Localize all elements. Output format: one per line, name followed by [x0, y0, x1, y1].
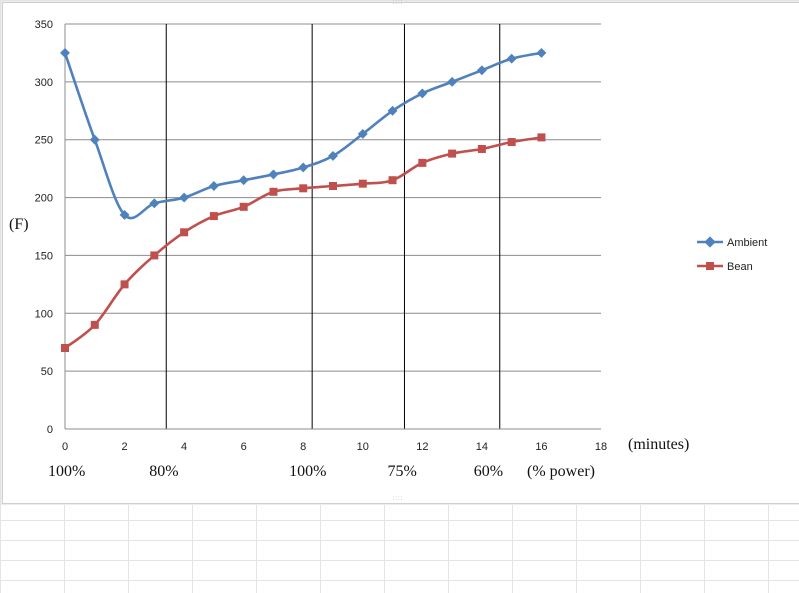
y-tick-label: 100	[35, 308, 53, 320]
data-point-bean	[418, 158, 427, 167]
data-point-bean	[448, 149, 457, 158]
data-point-bean	[209, 212, 218, 221]
series-line-ambient	[63, 51, 542, 220]
legend-label-ambient: Ambient	[727, 237, 767, 249]
x-tick-label: 8	[300, 441, 306, 453]
data-point-bean	[329, 182, 337, 190]
data-point-bean	[537, 133, 546, 142]
legend: Ambient Bean	[697, 236, 767, 273]
data-point-ambient	[357, 128, 368, 139]
power-phase-lines	[165, 24, 501, 429]
data-point-ambient	[447, 76, 458, 87]
x-tick-label: 6	[241, 441, 247, 453]
data-point-bean	[239, 202, 248, 211]
y-tick-label: 300	[35, 77, 53, 89]
x-tick-label: 4	[181, 441, 187, 453]
data-point-bean	[120, 280, 129, 289]
data-point-ambient	[179, 192, 190, 203]
chart-object[interactable]	[2, 2, 799, 504]
x-tick-label: 2	[121, 441, 127, 453]
legend-marker-bean	[706, 262, 714, 270]
axes: 0 50 100 150 200 250 300 350 0 2 4 6 8 10 12 14 16 18	[35, 19, 607, 453]
data-point-ambient	[268, 169, 279, 180]
power-label: 75%	[387, 463, 416, 480]
chart-resize-handle-top[interactable]: ::::	[392, 0, 404, 6]
data-point-bean	[90, 320, 99, 329]
data-point-bean	[180, 228, 189, 237]
y-tick-label: 150	[35, 250, 53, 262]
y-axis-label: (F)	[9, 216, 29, 233]
data-point-ambient	[149, 198, 160, 209]
x-tick-label: 0	[62, 441, 68, 453]
x-tick-label: 12	[416, 441, 428, 453]
x-tick-label: 14	[476, 441, 488, 453]
y-tick-label: 0	[47, 424, 53, 436]
legend-entry-bean: Bean	[697, 261, 753, 273]
power-label: 100%	[289, 463, 326, 480]
chart-resize-handle-bottom[interactable]: ::::	[392, 496, 404, 502]
data-point-ambient	[506, 53, 517, 64]
data-point-bean	[358, 179, 367, 188]
data-point-ambient	[60, 47, 70, 58]
legend-entry-ambient: Ambient	[697, 236, 767, 249]
chart-labels: (F) (minutes) (% power) 100% 80% 100% 75% 60…	[9, 216, 689, 480]
y-tick-label: 250	[35, 135, 53, 147]
data-point-ambient	[119, 209, 130, 220]
data-point-bean	[150, 251, 159, 260]
x-axis-label: (minutes)	[628, 436, 689, 453]
power-label: 80%	[149, 463, 178, 480]
gridlines	[65, 23, 601, 430]
y-tick-label: 350	[35, 19, 53, 31]
data-point-ambient	[476, 65, 487, 76]
data-point-bean	[477, 144, 486, 153]
data-point-ambient	[417, 88, 428, 99]
legend-label-bean: Bean	[727, 261, 753, 273]
data-point-bean	[299, 184, 308, 193]
data-point-bean	[507, 138, 516, 147]
power-label: 60%	[474, 463, 503, 480]
data-point-ambient	[328, 150, 338, 161]
data-point-bean	[388, 176, 397, 185]
data-point-bean	[269, 187, 278, 196]
x-tick-label: 18	[595, 441, 607, 453]
x-tick-label: 10	[357, 441, 369, 453]
power-axis-label: (% power)	[527, 463, 595, 480]
data-point-bean	[61, 344, 69, 352]
power-label: 100%	[48, 463, 85, 480]
data-point-ambient	[208, 181, 219, 191]
data-point-ambient	[536, 47, 547, 58]
x-tick-label: 16	[535, 441, 547, 453]
y-tick-label: 200	[35, 193, 53, 205]
data-series	[60, 47, 547, 352]
data-point-ambient	[298, 162, 309, 173]
data-point-ambient	[238, 175, 249, 186]
y-tick-label: 50	[41, 366, 53, 378]
data-point-ambient	[89, 134, 100, 145]
legend-marker-ambient	[704, 236, 716, 248]
